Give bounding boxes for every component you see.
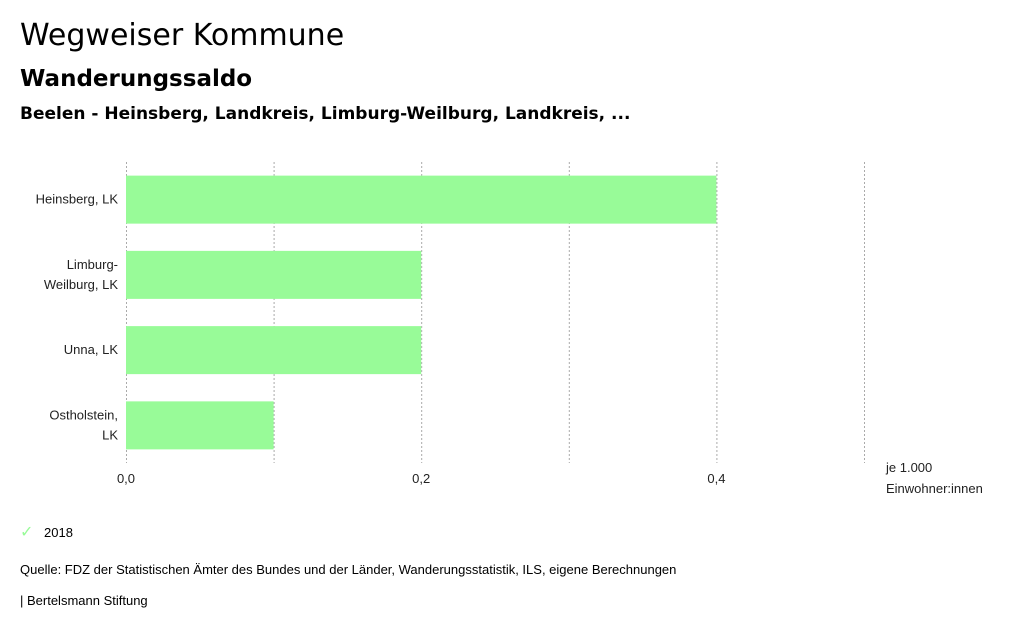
bar-1 [126,250,422,299]
category-label-3-0: Ostholstein, [49,407,118,422]
category-label-1-0: Limburg- [67,257,118,272]
check-icon: ✓ [20,524,34,541]
credit-note: | Bertelsmann Stiftung [20,593,148,608]
category-label-2-0: Unna, LK [64,342,119,357]
tick-label-2: 0,4 [707,471,725,486]
bar-3 [126,401,274,450]
bar-0 [126,175,717,224]
page-title: Wegweiser Kommune [20,18,345,53]
tick-label-1: 0,2 [412,471,430,486]
selected-regions: Beelen - Heinsberg, Landkreis, Limburg-W… [20,104,631,124]
unit-label-0: je 1.000 [885,460,932,475]
category-label-3-1: LK [102,427,118,442]
source-note: Quelle: FDZ der Statistischen Ämter des … [20,562,677,577]
tick-label-0: 0,0 [117,471,135,486]
bar-2 [126,326,422,375]
category-label-1-1: Weilburg, LK [44,277,119,292]
legend-label: 2018 [44,524,73,540]
legend[interactable]: ✓ 2018 [20,522,73,542]
unit-label-1: Einwohner:innen [886,481,983,496]
chart-subtitle: Wanderungssaldo [20,66,253,92]
category-label-0-0: Heinsberg, LK [36,192,119,207]
